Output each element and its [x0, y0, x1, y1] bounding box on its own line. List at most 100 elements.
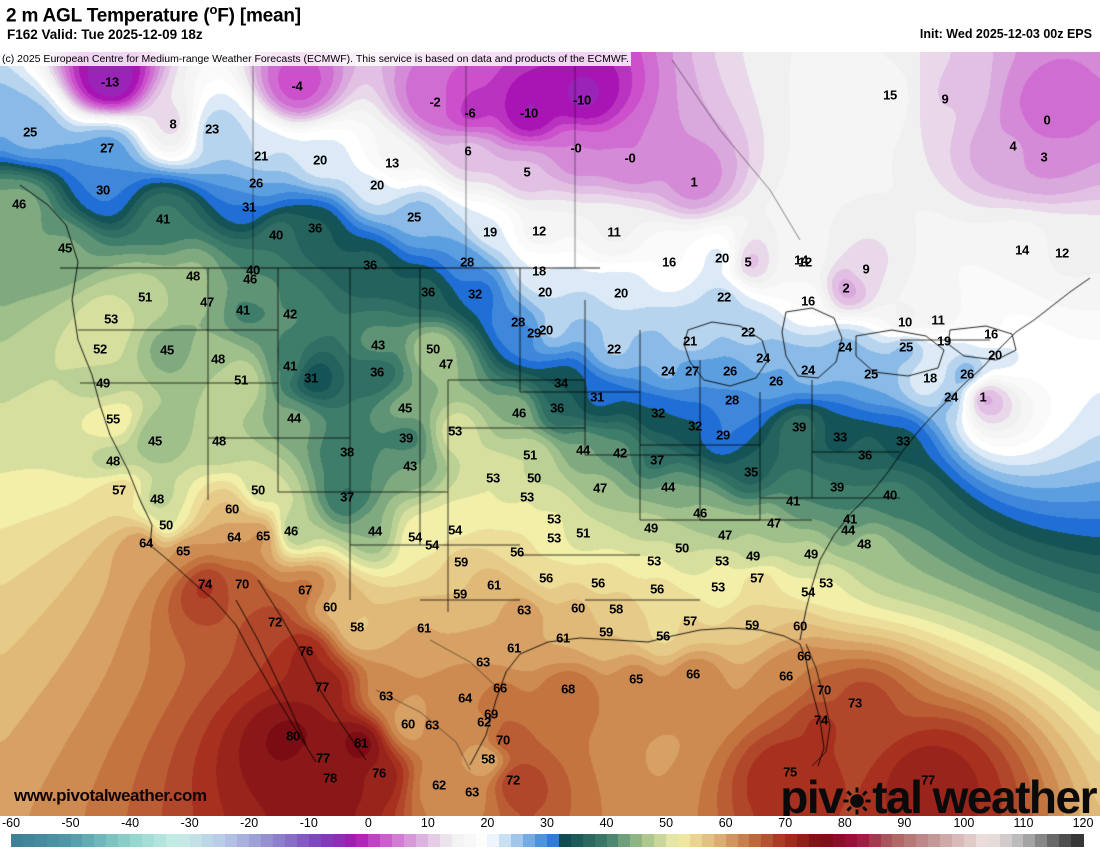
init-time-label: Init: Wed 2025-12-03 00z EPS [919, 27, 1092, 41]
colorbar-segment [737, 834, 751, 847]
temperature-label: 48 [211, 351, 225, 367]
colorbar-segment [797, 834, 810, 847]
temperature-label: 16 [662, 254, 676, 270]
temperature-label: 59 [599, 624, 613, 640]
temperature-label: 48 [212, 433, 226, 449]
temperature-label: 29 [716, 427, 730, 443]
colorbar-segment [46, 834, 60, 847]
sun-icon [842, 777, 872, 815]
temperature-label: 19 [937, 333, 951, 349]
colorbar-segment [356, 834, 369, 847]
colorbar-segment [34, 834, 48, 847]
temperature-label: 16 [984, 326, 998, 342]
temperature-label: 65 [256, 528, 270, 544]
colorbar-tick: 100 [953, 816, 975, 830]
colorbar-segment [547, 834, 560, 847]
colorbar-segment [844, 834, 858, 847]
colorbar-segment [940, 834, 953, 847]
temperature-label: 26 [960, 366, 974, 382]
temperature-label: 30 [96, 182, 110, 198]
colorbar-segment [820, 834, 834, 847]
temperature-label: 78 [323, 770, 337, 786]
temperature-label: 64 [458, 690, 472, 706]
temperature-label: 44 [841, 522, 855, 538]
temperature-label: 24 [801, 362, 815, 378]
colorbar-tick: -40 [121, 816, 140, 830]
colorbar-tick: 50 [659, 816, 674, 830]
temperature-label: 36 [550, 400, 564, 416]
colorbar-segment [1071, 834, 1084, 847]
temperature-label: 36 [363, 257, 377, 273]
temperature-label: 56 [656, 628, 670, 644]
site-url-watermark[interactable]: www.pivotalweather.com [14, 786, 207, 805]
temperature-label: 20 [988, 347, 1002, 363]
temperature-label: 72 [506, 772, 520, 788]
temperature-label: 33 [896, 433, 910, 449]
temperature-label: 50 [426, 341, 440, 357]
temperature-label: -10 [520, 105, 538, 121]
colorbar-segment [749, 834, 762, 847]
temperature-label: 12 [532, 223, 546, 239]
temperature-label: 57 [112, 482, 126, 498]
map-panel[interactable]: (c) 2025 European Centre for Medium-rang… [0, 52, 1100, 816]
temperature-label: 81 [354, 735, 368, 751]
temperature-label: 9 [941, 91, 949, 107]
colorbar-segment [284, 834, 298, 847]
temperature-label: 40 [269, 227, 283, 243]
temperature-label: 22 [717, 289, 731, 305]
colorbar-segment [630, 834, 643, 847]
colorbar-segment [642, 834, 655, 847]
temperature-label: 59 [745, 617, 759, 633]
temperature-label: 41 [843, 511, 857, 527]
temperature-label: 57 [683, 613, 697, 629]
temperature-label: 5 [523, 164, 531, 180]
logo-text-pre: piv [780, 771, 843, 816]
temperature-label: 70 [235, 576, 249, 592]
temperature-label: 52 [93, 341, 107, 357]
colorbar-segment [11, 834, 24, 847]
temperature-label: 53 [486, 470, 500, 486]
colorbar-segment [535, 834, 548, 847]
temperature-label: -2 [429, 94, 441, 110]
temperature-label: 44 [287, 410, 301, 426]
temperature-label: 20 [370, 177, 384, 193]
temperature-label: 32 [468, 286, 482, 302]
temperature-label: 56 [591, 575, 605, 591]
temperature-label: 65 [629, 671, 643, 687]
temperature-label: 50 [527, 470, 541, 486]
page-title: 2 m AGL Temperature (oF) [mean] [6, 2, 301, 27]
temperature-label: 63 [465, 784, 479, 800]
temperature-label: 40 [246, 262, 260, 278]
temperature-label: 49 [96, 375, 110, 391]
temperature-label: 50 [159, 517, 173, 533]
temperature-field-canvas[interactable] [0, 52, 1100, 816]
colorbar-segment [427, 834, 441, 847]
temperature-label: 33 [833, 429, 847, 445]
colorbar-segment [451, 834, 465, 847]
page-title-unit: F) [mean] [217, 5, 301, 27]
temperature-label: 41 [786, 493, 800, 509]
temperature-label: 64 [227, 529, 241, 545]
temperature-label: 28 [511, 314, 525, 330]
temperature-label: 53 [647, 553, 661, 569]
temperature-label: 1 [690, 174, 698, 190]
colorbar-segment [1035, 834, 1048, 847]
colorbar-segment [1011, 834, 1025, 847]
temperature-label: 38 [340, 444, 354, 460]
temperature-label: 61 [507, 640, 521, 656]
temperature-label: 16 [801, 293, 815, 309]
temperature-label: 45 [58, 240, 72, 256]
colorbar-segment [463, 834, 477, 847]
colorbar-tick: 10 [420, 816, 435, 830]
temperature-label: 54 [448, 522, 462, 538]
pivotal-weather-logo[interactable]: piv [780, 771, 1097, 816]
temperature-label: 53 [547, 530, 561, 546]
temperature-label: 43 [371, 337, 385, 353]
colorbar-segment [320, 834, 334, 847]
temperature-label: 45 [148, 433, 162, 449]
temperature-label: 51 [523, 447, 537, 463]
colorbar-segment [701, 834, 715, 847]
temperature-label: 11 [607, 224, 621, 240]
colorbar-gradient[interactable] [11, 834, 1084, 847]
temperature-label: 57 [750, 570, 764, 586]
